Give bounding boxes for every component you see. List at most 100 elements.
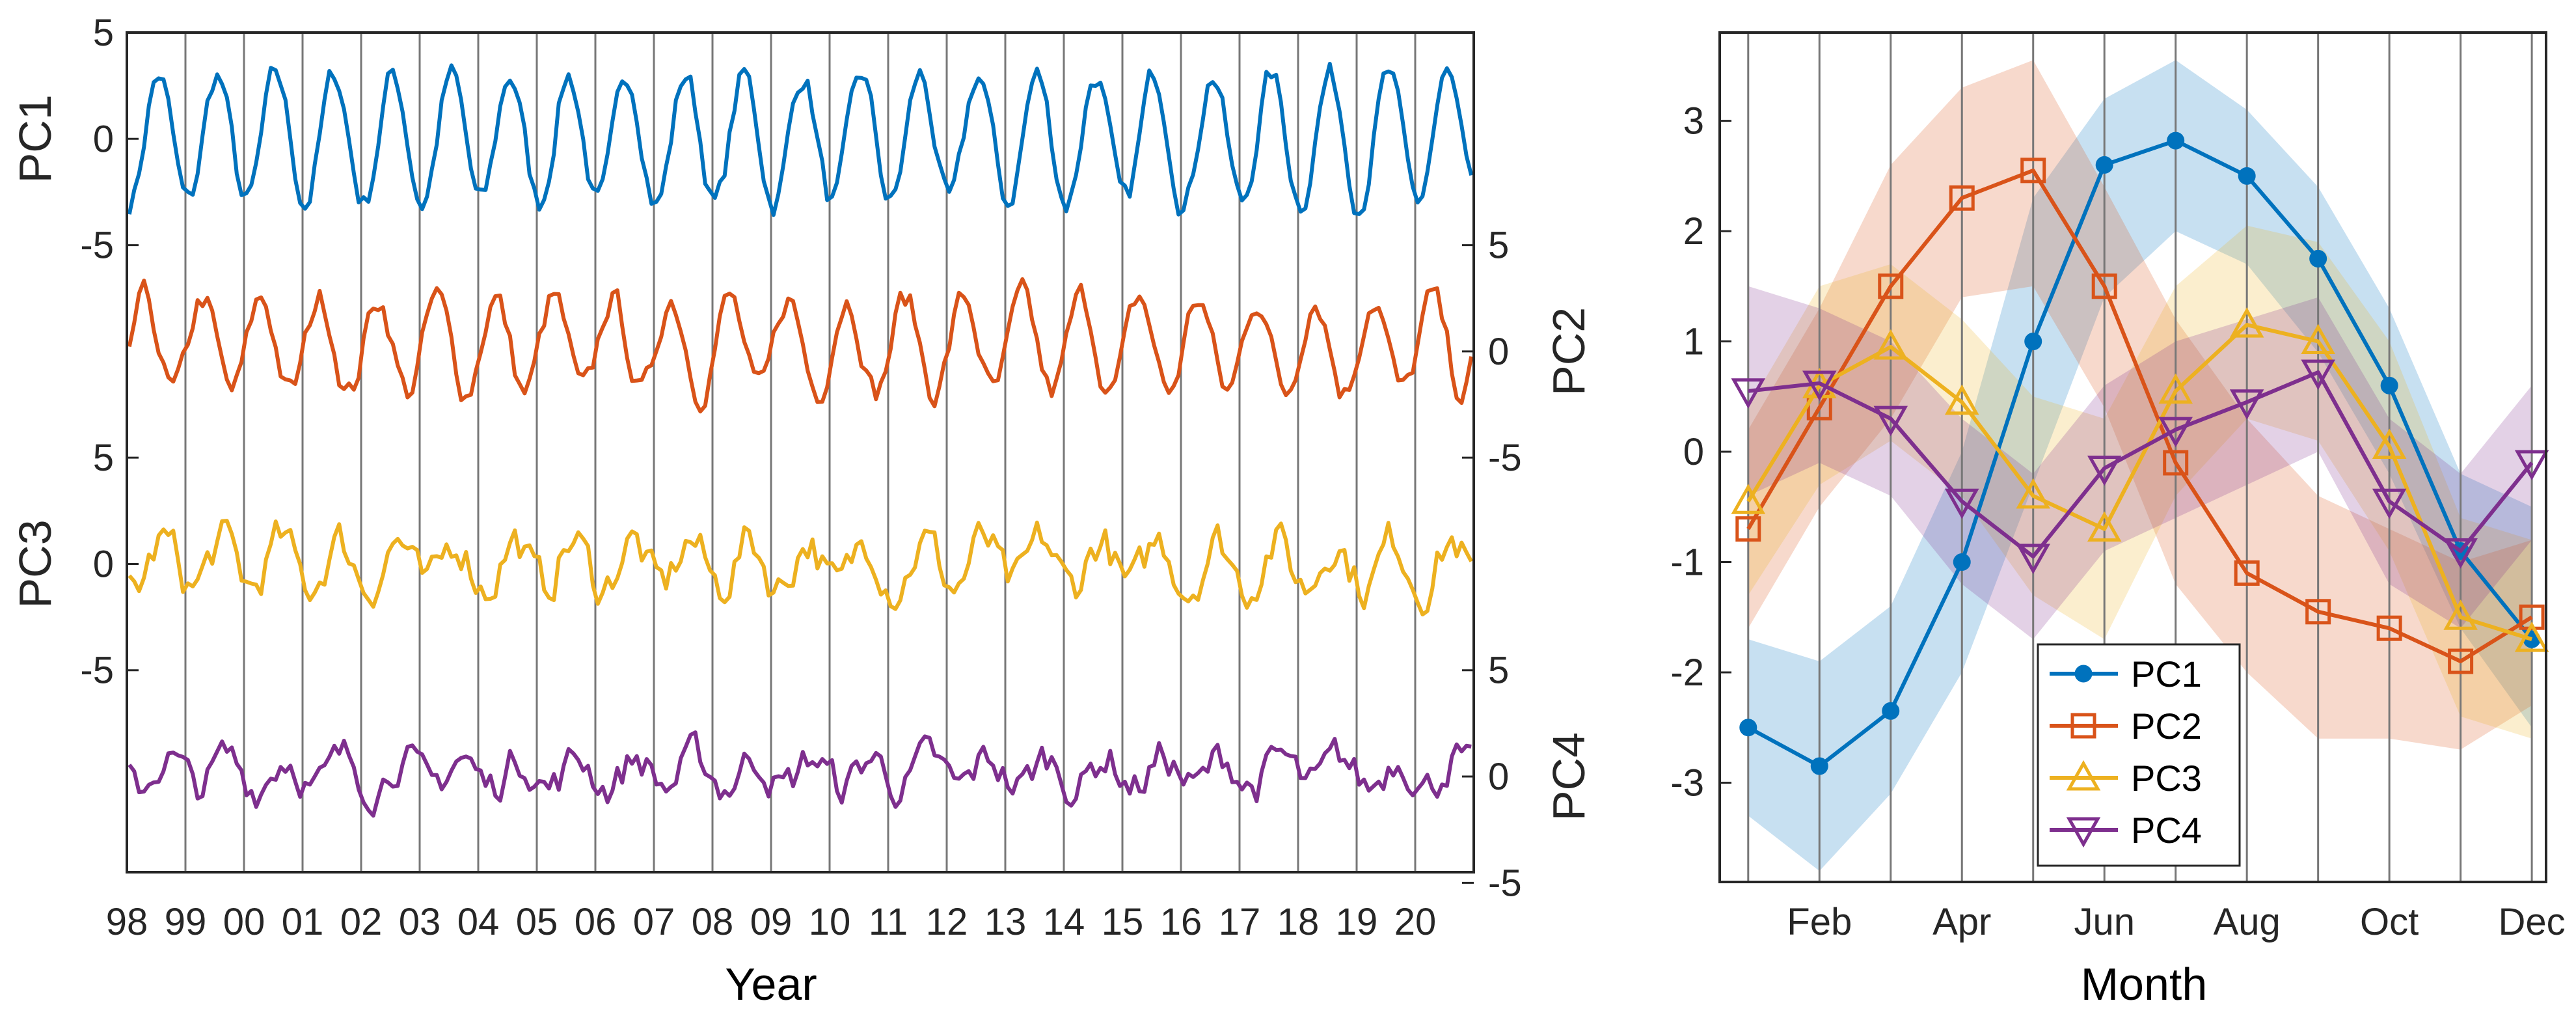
data-point-pc3 (2229, 307, 2264, 338)
climatology-ticks: 3 2 1 0 -1 -2 -3 Feb Apr Jun Aug Oct Dec (1670, 100, 2565, 943)
data-point-pc2 (2376, 615, 2402, 641)
data-point-pc1 (1739, 719, 1757, 737)
data-point-pc4 (2158, 417, 2193, 448)
legend-label-pc4: PC4 (2131, 810, 2202, 851)
data-point-pc4 (2372, 488, 2407, 519)
data-point-pc1 (2309, 249, 2327, 268)
data-point-pc2 (2163, 450, 2189, 476)
data-point-pc4 (2514, 450, 2549, 481)
legend-label-pc3: PC3 (2131, 758, 2202, 799)
data-point-pc3 (2301, 323, 2335, 355)
data-point-pc2 (2091, 273, 2117, 299)
data-point-pc3 (2087, 511, 2122, 542)
series-line-pc2 (127, 277, 1474, 414)
y-tick-label: 5 (93, 12, 114, 54)
data-point-pc4 (2229, 389, 2264, 420)
year-tick-label: 05 (516, 901, 558, 943)
data-point-pc1 (2024, 333, 2042, 351)
year-tick-label: 12 (926, 901, 968, 943)
data-point-pc1 (1953, 553, 1971, 571)
data-point-pc2 (1735, 516, 1761, 542)
year-tick-label: 16 (1160, 901, 1202, 943)
data-point-pc1 (1810, 757, 1828, 775)
year-tick-label: 10 (809, 901, 851, 943)
y-tick-label: 5 (1488, 225, 1509, 267)
y-tick-label: 1 (1683, 321, 1704, 363)
year-tick-label: 17 (1219, 901, 1261, 943)
time-series-axes-box (126, 31, 1475, 874)
year-tick-label: 00 (223, 901, 265, 943)
year-tick-label: 02 (340, 901, 383, 943)
year-tick-label: 11 (869, 901, 908, 943)
year-tick-label: 18 (1277, 901, 1320, 943)
y-tick-label: -5 (1488, 862, 1522, 904)
legend-marker-pc2 (2070, 713, 2096, 739)
year-tick-label: 01 (282, 901, 324, 943)
y-tick-label: 0 (1488, 331, 1509, 373)
y-axis-label-pc3: PC3 (10, 519, 61, 608)
month-tick-label: Dec (2499, 901, 2566, 943)
data-point-pc1 (2238, 167, 2256, 185)
y-tick-label: 2 (1683, 210, 1704, 253)
legend-marker-pc3 (2066, 760, 2101, 791)
data-point-pc2 (1949, 185, 1975, 211)
band-pc3 (1748, 225, 2532, 739)
month-tick-label: Aug (2214, 901, 2281, 943)
data-point-pc2 (1878, 273, 1904, 299)
y-tick-label: -3 (1670, 762, 1704, 804)
data-point-pc2 (2519, 604, 2545, 630)
data-point-pc3 (1873, 329, 1908, 360)
month-tick-label: Apr (1932, 901, 1991, 943)
y-tick-label: 5 (93, 437, 114, 479)
y-tick-label: 0 (1683, 431, 1704, 473)
series-line-pc4 (128, 730, 1472, 818)
time-series-ticks: 5 0 -5 PC1 5 0 -5 PC2 5 0 -5 PC3 5 0 -5 PC4 (10, 12, 1594, 904)
data-point-pc2 (2234, 560, 2260, 586)
series-line-pc3 (128, 519, 1473, 616)
data-point-pc3 (2158, 373, 2193, 404)
band-pc2 (1748, 60, 2532, 750)
year-tick-label: 04 (457, 901, 500, 943)
data-point-pc3 (2016, 478, 2051, 509)
y-tick-label: -5 (80, 650, 114, 692)
data-point-pc4 (2443, 538, 2478, 569)
data-point-pc3 (1731, 484, 1766, 514)
data-point-pc3 (2372, 428, 2407, 460)
year-tick-label: 15 (1102, 901, 1144, 943)
year-tick-label: 98 (106, 901, 148, 943)
year-axis-label: Year (725, 959, 817, 1010)
data-point-pc1 (2095, 156, 2113, 174)
year-gridlines (184, 33, 1417, 872)
year-tick-label: 07 (633, 901, 675, 943)
data-point-pc4 (2016, 543, 2051, 575)
y-tick-label: -2 (1670, 652, 1704, 694)
data-point-pc3 (2443, 599, 2478, 630)
month-tick-label: Jun (2074, 901, 2135, 943)
data-point-pc3 (2514, 622, 2549, 652)
y-tick-label: -1 (1670, 542, 1704, 584)
year-tick-label: 20 (1394, 901, 1437, 943)
data-point-pc4 (2087, 455, 2122, 486)
data-point-pc4 (1802, 370, 1837, 402)
climatology-lines (1731, 131, 2549, 775)
legend-marker-pc4 (2066, 817, 2101, 848)
pc-time-series (127, 62, 1474, 818)
data-point-pc2 (2020, 158, 2046, 184)
data-point-pc3 (1944, 384, 1979, 415)
data-point-pc4 (2301, 359, 2335, 391)
y-axis-label-pc2: PC2 (1543, 307, 1594, 396)
year-tick-label: 03 (399, 901, 441, 943)
month-tick-label: Oct (2360, 901, 2419, 943)
legend-marker-pc1 (2074, 665, 2093, 683)
data-point-pc1 (2380, 376, 2398, 394)
y-axis-label-pc4: PC4 (1543, 732, 1594, 821)
legend-label-pc2: PC2 (2131, 706, 2202, 747)
month-axis-label: Month (2081, 959, 2208, 1010)
y-axis-label-pc1: PC1 (10, 94, 61, 183)
series-line-pc1 (127, 62, 1474, 217)
year-tick-label: 13 (984, 901, 1027, 943)
data-point-pc4 (1873, 406, 1908, 437)
time-series-panel: 5 0 -5 PC1 5 0 -5 PC2 5 0 -5 PC3 5 0 -5 PC4 98 99 00 01 02 0… (10, 12, 1594, 1010)
y-tick-label: -5 (1488, 437, 1522, 479)
